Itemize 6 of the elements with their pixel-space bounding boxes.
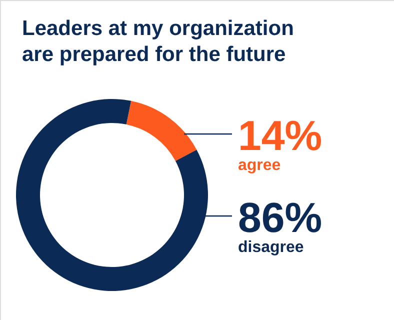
slice-label: agree bbox=[238, 157, 281, 174]
chart-title: Leaders at my organization are prepared for the future bbox=[22, 17, 294, 66]
donut-slice bbox=[126, 100, 197, 162]
data-label: 14% bbox=[238, 112, 322, 159]
data-label: 86% bbox=[238, 194, 322, 241]
slice-label: disagree bbox=[238, 239, 304, 256]
